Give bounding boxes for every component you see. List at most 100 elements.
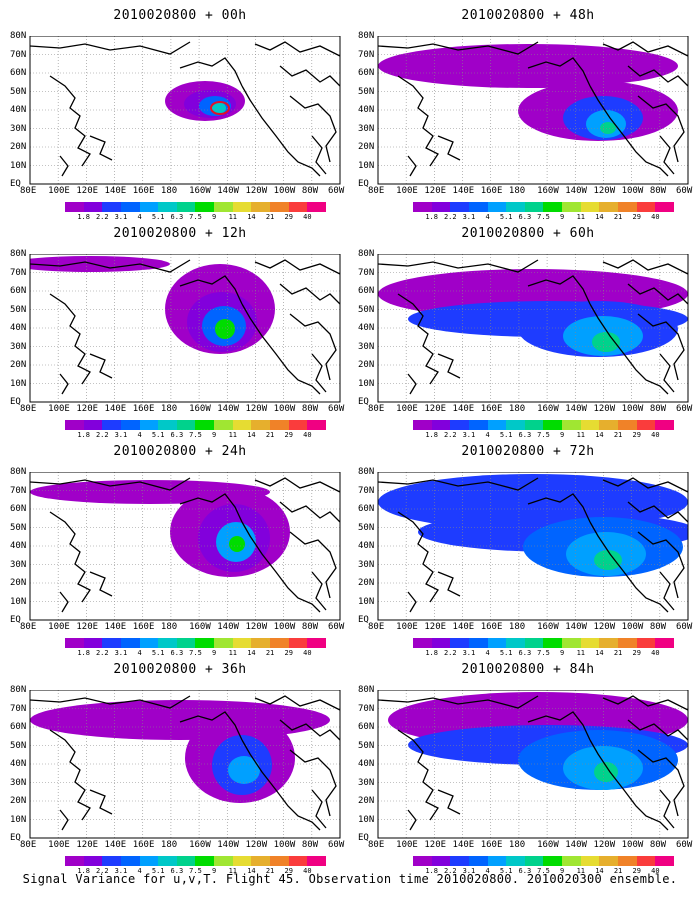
longitude-label: 100W [621, 404, 644, 414]
colorbar-label: 40 [303, 213, 312, 221]
latitude-label: 60N [358, 504, 375, 514]
longitude-label: 120W [593, 186, 616, 196]
colorbar-label: 3.1 [462, 213, 476, 221]
coastline [627, 283, 688, 305]
latitude-label: 80N [358, 31, 375, 41]
colorbar-swatch [562, 856, 581, 866]
variance-contour [30, 256, 170, 272]
coastline [179, 275, 243, 305]
observation-marker [210, 101, 230, 115]
latitude-label: 60N [358, 722, 375, 732]
colorbar-label: 4 [137, 867, 142, 875]
longitude-label: 80E [368, 404, 385, 414]
longitude-label: 60W [328, 186, 345, 196]
colorbar-swatch [524, 420, 544, 430]
longitude-label: 140E [104, 622, 127, 632]
map-panel: 2010020800 + 72h 80N 70N 60N 50N 40N 30N 20N 10N… [358, 444, 698, 659]
longitude-label: 100E [396, 622, 418, 632]
coastline [659, 571, 675, 611]
colorbar-label: 14 [595, 867, 604, 875]
colorbar-swatch [195, 202, 215, 212]
coastline [627, 65, 688, 87]
longitude-label: 160W [189, 186, 211, 196]
colorbar-label: 4 [485, 431, 490, 439]
coastline [279, 283, 340, 305]
longitude-label: 120E [424, 404, 447, 414]
colorbar-swatch [599, 420, 619, 430]
colorbar-label: 9 [212, 431, 217, 439]
coastline [659, 135, 675, 175]
latitude-label: 50N [10, 522, 27, 533]
colorbar-swatch [102, 202, 121, 212]
variance-field [165, 81, 245, 121]
coastline [241, 521, 321, 613]
coastline [49, 75, 91, 167]
latitude-label: 80N [10, 685, 27, 695]
colorbar-swatch [232, 202, 252, 212]
longitude-label: 60W [676, 622, 693, 632]
colorbar-label: 29 [284, 867, 293, 875]
latitude-label: 10N [10, 378, 27, 389]
map-grid [378, 472, 688, 620]
colorbar-label: 6.3 [170, 431, 184, 439]
colorbar-label: 5.1 [499, 431, 513, 439]
colorbar-label: 3.1 [114, 431, 128, 439]
longitude-label: 80E [20, 840, 37, 850]
latitude-label: EQ [10, 397, 21, 407]
longitude-label: 140E [104, 840, 127, 850]
longitude-label: 140W [217, 186, 239, 196]
coastline [59, 809, 69, 831]
coastline [602, 259, 688, 275]
colorbar-label: 6.3 [518, 431, 532, 439]
latitude-label: 80N [358, 249, 375, 259]
colorbar-label: 6.3 [518, 867, 532, 875]
longitude-label: 120W [245, 622, 268, 632]
colorbar-label: 9 [560, 213, 565, 221]
latitude-label: 40N [358, 105, 375, 115]
colorbar-swatch [636, 856, 656, 866]
colorbar-swatch [636, 420, 656, 430]
longitude-label: 80W [301, 622, 319, 632]
colorbar-swatch [251, 420, 271, 430]
coastline [89, 135, 113, 161]
longitude-label: 100W [621, 622, 644, 632]
longitude-label: 60W [676, 186, 693, 196]
colorbar-label: 11 [228, 649, 237, 657]
map-panel: 2010020800 + 24h 80N 70N 60N 50N 40N 30N 20N 10N… [10, 444, 350, 659]
coastline [89, 789, 113, 815]
longitude-label: 60W [676, 840, 693, 850]
latitude-label: 20N [358, 578, 375, 588]
latitude-label: 40N [358, 323, 375, 333]
colorbar-labels: 1.8 2.2 3.1 4 5.1 6.3 7.5 9 11 14 21 29 40 [413, 868, 674, 876]
colorbar-label: 40 [651, 867, 660, 875]
coastline [637, 313, 685, 381]
variance-field [30, 700, 330, 803]
latitude-label: EQ [10, 615, 21, 625]
longitude-label: 100W [273, 404, 296, 414]
coastline [311, 135, 327, 175]
coastline [289, 95, 337, 163]
colorbar-label: 21 [613, 213, 623, 221]
longitude-label: 160W [537, 404, 559, 414]
coastline [89, 353, 113, 379]
coastline [437, 135, 461, 161]
coastline [30, 477, 191, 491]
longitude-label: 100W [621, 186, 644, 196]
latitude-label: 80N [10, 467, 27, 477]
panel-title: 2010020800 + 36h [113, 662, 247, 677]
longitude-label: 180 [160, 404, 178, 414]
longitude-label: 120E [76, 186, 99, 196]
colorbar-swatch [120, 420, 140, 430]
longitude-label: 80W [649, 840, 667, 850]
latitude-label: 30N [358, 341, 375, 352]
longitude-label: 80E [368, 840, 385, 850]
colorbar-label: 2.2 [95, 213, 109, 221]
colorbar-label: 29 [284, 649, 293, 657]
colorbar-label: 21 [265, 431, 275, 439]
coastline [527, 275, 591, 305]
colorbar-labels: 1.8 2.2 3.1 4 5.1 6.3 7.5 9 11 14 21 29 40 [65, 650, 326, 658]
colorbar-swatch [288, 420, 308, 430]
variance-contour [592, 332, 620, 352]
colorbar-label: 14 [595, 431, 604, 439]
colorbar-label: 4 [137, 213, 142, 221]
